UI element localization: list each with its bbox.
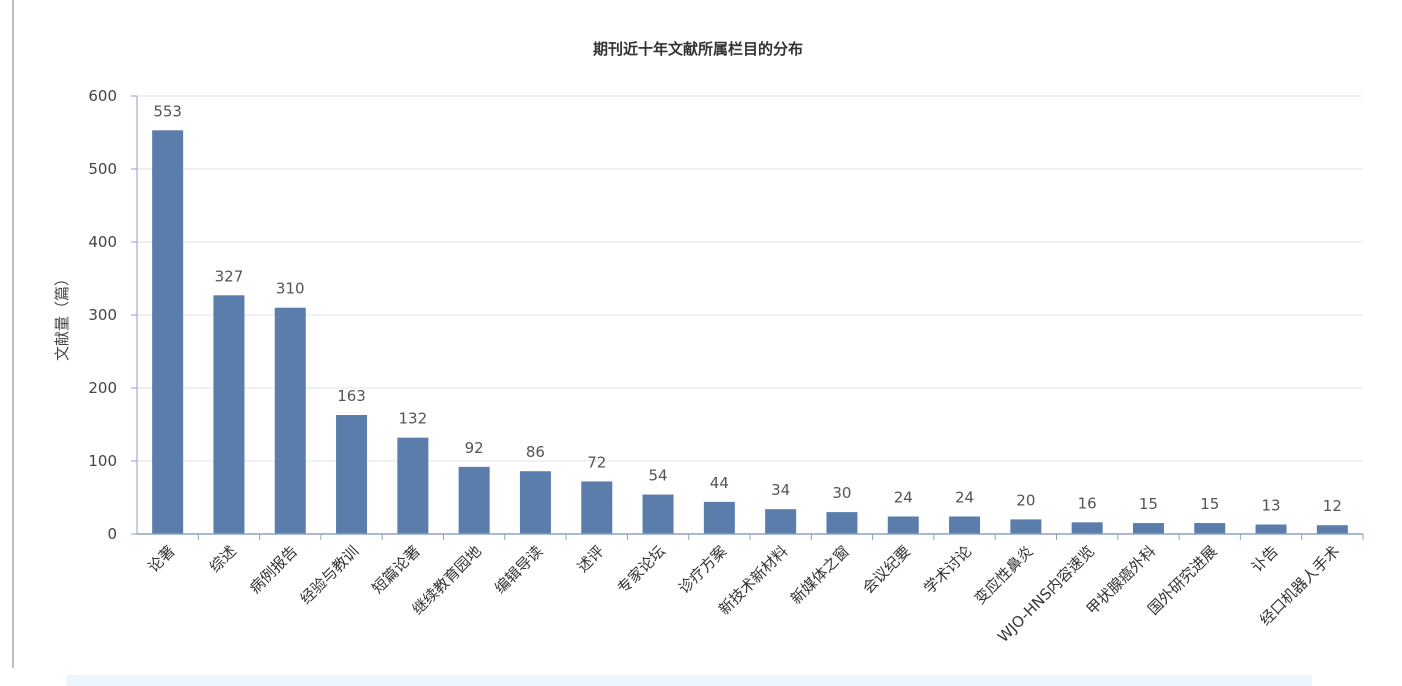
bar-13: [949, 516, 981, 534]
bar-4: [397, 437, 429, 534]
x-tick-label-18: 讣告: [1248, 542, 1282, 576]
bar-1: [213, 295, 245, 534]
data-label-12: 24: [894, 488, 913, 506]
x-tick-label-6: 编辑导读: [491, 542, 546, 597]
data-label-6: 86: [526, 443, 545, 461]
x-tick-label-7: 述评: [574, 542, 608, 576]
data-label-13: 24: [955, 488, 974, 506]
data-label-1: 327: [215, 267, 244, 285]
bar-16: [1132, 523, 1164, 534]
bar-5: [458, 466, 490, 534]
data-label-2: 310: [276, 280, 305, 298]
y-tick-label-0: 0: [107, 525, 117, 543]
data-label-14: 20: [1016, 491, 1035, 509]
grid-lines: [137, 95, 1363, 462]
y-tick-label-3: 300: [88, 306, 117, 324]
data-label-10: 34: [771, 481, 790, 499]
data-label-0: 553: [153, 102, 182, 120]
bar-12: [887, 516, 919, 534]
data-label-3: 163: [337, 387, 366, 405]
data-label-16: 15: [1139, 495, 1158, 513]
data-label-19: 12: [1323, 497, 1342, 515]
bars: [152, 130, 1348, 534]
axes: [131, 95, 1364, 540]
x-tick-label-2: 病例报告: [246, 542, 301, 597]
bar-11: [826, 512, 858, 534]
data-label-9: 44: [710, 474, 729, 492]
x-tick-label-3: 经验与教训: [297, 542, 363, 608]
data-label-11: 30: [832, 484, 851, 502]
bar-0: [152, 130, 184, 534]
x-tick-label-14: 变应性鼻炎: [971, 542, 1037, 608]
data-label-8: 54: [649, 467, 668, 485]
x-tick-label-1: 综述: [206, 542, 240, 576]
y-tick-label-1: 100: [88, 452, 117, 470]
bar-14: [1010, 519, 1042, 534]
bar-2: [274, 307, 306, 534]
bar-10: [765, 509, 797, 534]
data-label-4: 132: [399, 410, 428, 428]
x-tick-label-4: 短篇论著: [369, 542, 424, 597]
x-tick-label-11: 新媒体之窗: [787, 542, 853, 608]
y-tick-label-2: 200: [88, 379, 117, 397]
y-axis-label: 文献量（篇）: [53, 271, 71, 361]
data-label-17: 15: [1200, 495, 1219, 513]
bar-15: [1071, 522, 1103, 534]
data-label-7: 72: [587, 453, 606, 471]
data-labels: 553 327 310 163 132 92 86 72 54 44 34 30 24 24 20 16 15 1…: [153, 102, 1342, 515]
data-label-18: 13: [1262, 497, 1281, 515]
x-tick-label-8: 专家论坛: [614, 542, 669, 597]
bar-19: [1316, 525, 1348, 534]
y-tick-labels: 0 100 200 300 400 500 600: [88, 87, 117, 543]
data-label-5: 92: [465, 439, 484, 457]
bar-7: [581, 481, 613, 534]
bar-6: [519, 471, 551, 534]
data-label-15: 16: [1078, 494, 1097, 512]
y-tick-label-5: 500: [88, 160, 117, 178]
x-tick-label-12: 会议纪要: [859, 542, 914, 597]
chart-title: 期刊近十年文献所属栏目的分布: [593, 40, 803, 58]
bar-17: [1194, 523, 1226, 534]
bar-3: [336, 415, 368, 534]
bar-9: [703, 501, 735, 534]
x-tick-label-9: 诊疗方案: [675, 542, 730, 597]
bar-8: [642, 494, 674, 534]
bar-18: [1255, 524, 1287, 534]
y-tick-label-6: 600: [88, 87, 117, 105]
bottom-band: [66, 675, 1312, 686]
y-tick-label-4: 400: [88, 233, 117, 251]
left-divider: [12, 0, 14, 668]
x-tick-label-0: 论著: [145, 542, 179, 576]
x-tick-label-13: 学术讨论: [920, 542, 975, 597]
